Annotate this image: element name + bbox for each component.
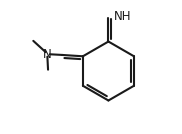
Text: N: N bbox=[43, 48, 52, 61]
Text: NH: NH bbox=[114, 10, 132, 23]
